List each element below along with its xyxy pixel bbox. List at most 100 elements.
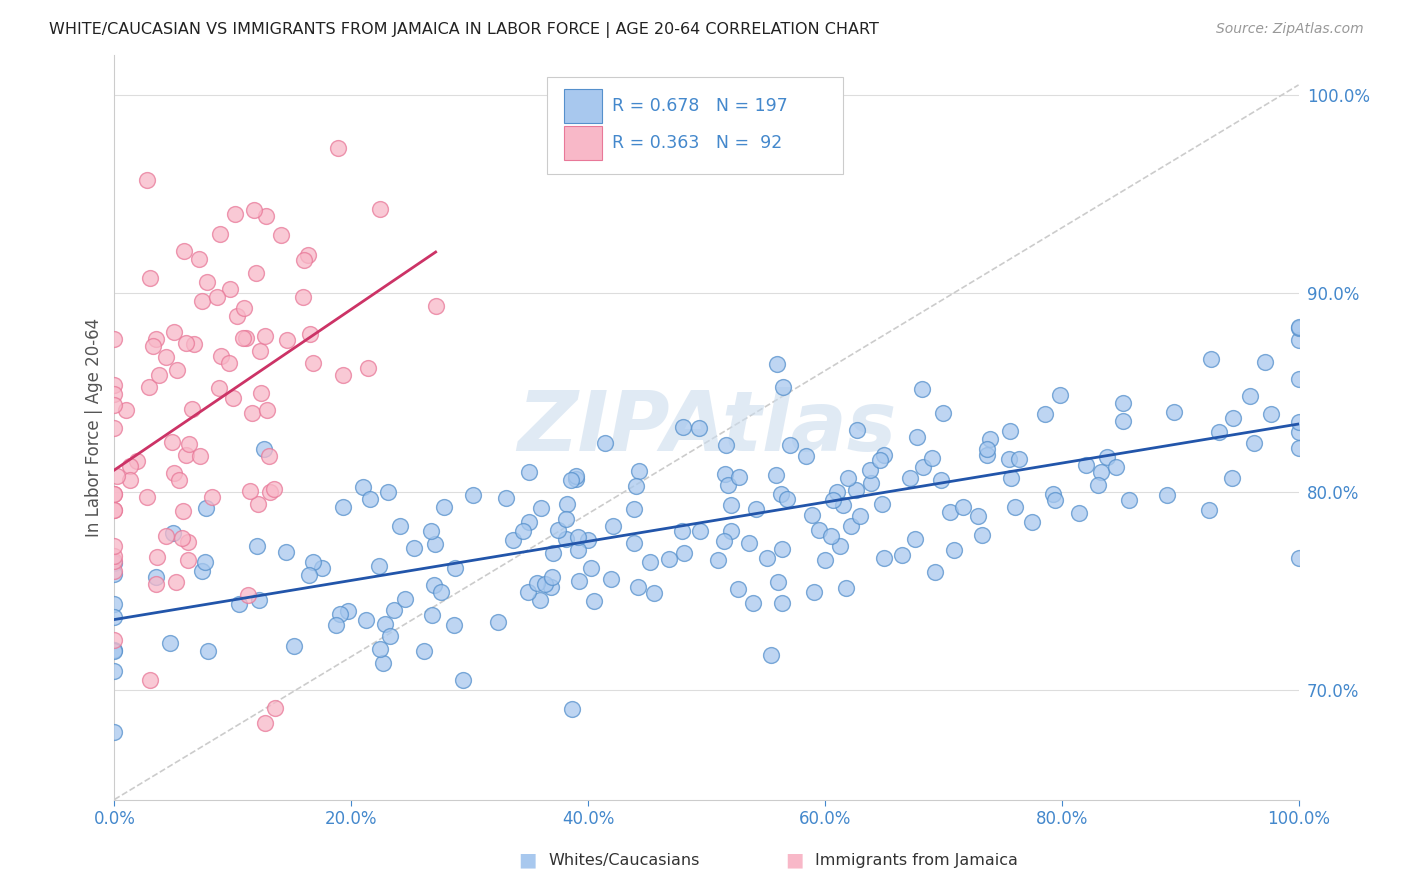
Text: ■: ■: [517, 851, 537, 870]
Point: [176, 552, 198, 566]
Point: [567, 530, 589, 544]
Point: [770, 542, 793, 557]
Point: [1239, 389, 1261, 403]
Point: [188, 449, 211, 463]
Point: [904, 532, 927, 546]
Point: [302, 356, 325, 370]
Point: [135, 490, 157, 504]
Point: [976, 448, 998, 462]
Point: [766, 574, 789, 589]
Point: [890, 548, 912, 562]
Point: [873, 448, 896, 462]
Point: [235, 331, 257, 345]
Point: [257, 449, 280, 463]
Point: [224, 207, 246, 221]
Point: [103, 487, 125, 501]
Point: [907, 429, 929, 443]
Point: [579, 561, 602, 575]
Point: [1198, 502, 1220, 516]
Point: [232, 301, 254, 316]
Point: [208, 381, 231, 395]
Point: [226, 310, 249, 324]
Point: [1288, 551, 1310, 566]
Point: [118, 459, 141, 474]
Point: [103, 597, 125, 611]
Point: [1112, 414, 1135, 428]
Point: [162, 525, 184, 540]
Point: [626, 479, 648, 493]
Point: [103, 549, 125, 563]
Point: [377, 484, 399, 499]
Point: [302, 555, 325, 569]
Point: [118, 473, 141, 487]
Point: [517, 585, 540, 599]
Point: [208, 227, 231, 241]
Point: [337, 604, 360, 618]
Point: [1008, 451, 1031, 466]
Point: [720, 524, 742, 539]
Point: [1288, 320, 1310, 334]
Point: [173, 244, 195, 258]
Point: [103, 566, 125, 581]
Point: [240, 406, 263, 420]
FancyBboxPatch shape: [547, 78, 842, 174]
Point: [165, 574, 187, 589]
Point: [135, 173, 157, 187]
Point: [368, 202, 391, 217]
Point: [444, 561, 467, 575]
Text: ZIPAtlas: ZIPAtlas: [517, 387, 896, 467]
Point: [638, 555, 661, 569]
Point: [205, 290, 228, 304]
Point: [103, 609, 125, 624]
Point: [259, 484, 281, 499]
Point: [254, 209, 277, 223]
Point: [593, 436, 616, 450]
Point: [567, 543, 589, 558]
Point: [103, 399, 125, 413]
Point: [103, 643, 125, 657]
Point: [1049, 387, 1071, 401]
Point: [209, 349, 232, 363]
Point: [1105, 459, 1128, 474]
Point: [423, 537, 446, 551]
Point: [1199, 351, 1222, 366]
Point: [103, 378, 125, 392]
Point: [1021, 515, 1043, 529]
Point: [779, 438, 801, 452]
Point: [820, 529, 842, 543]
Point: [512, 524, 534, 539]
Point: [163, 326, 186, 340]
Point: [138, 271, 160, 285]
Point: [430, 584, 453, 599]
Point: [554, 533, 576, 547]
Point: [529, 592, 551, 607]
Point: [103, 644, 125, 658]
Point: [311, 561, 333, 575]
Point: [420, 608, 443, 623]
Point: [292, 253, 315, 268]
Point: [394, 591, 416, 606]
Point: [263, 482, 285, 496]
Point: [103, 487, 125, 501]
Point: [825, 484, 848, 499]
Point: [924, 565, 946, 579]
Point: [627, 581, 650, 595]
Point: [172, 504, 194, 518]
Point: [911, 460, 934, 475]
Point: [352, 480, 374, 494]
Point: [1288, 333, 1310, 347]
Point: [643, 586, 665, 600]
Point: [1208, 425, 1230, 439]
Point: [283, 639, 305, 653]
Point: [939, 505, 962, 519]
Point: [103, 664, 125, 678]
Point: [368, 558, 391, 573]
Point: [451, 673, 474, 687]
Point: [256, 402, 278, 417]
Point: [103, 540, 125, 554]
Point: [250, 386, 273, 401]
Point: [160, 435, 183, 450]
Point: [103, 725, 125, 739]
Point: [547, 523, 569, 537]
Point: [253, 328, 276, 343]
